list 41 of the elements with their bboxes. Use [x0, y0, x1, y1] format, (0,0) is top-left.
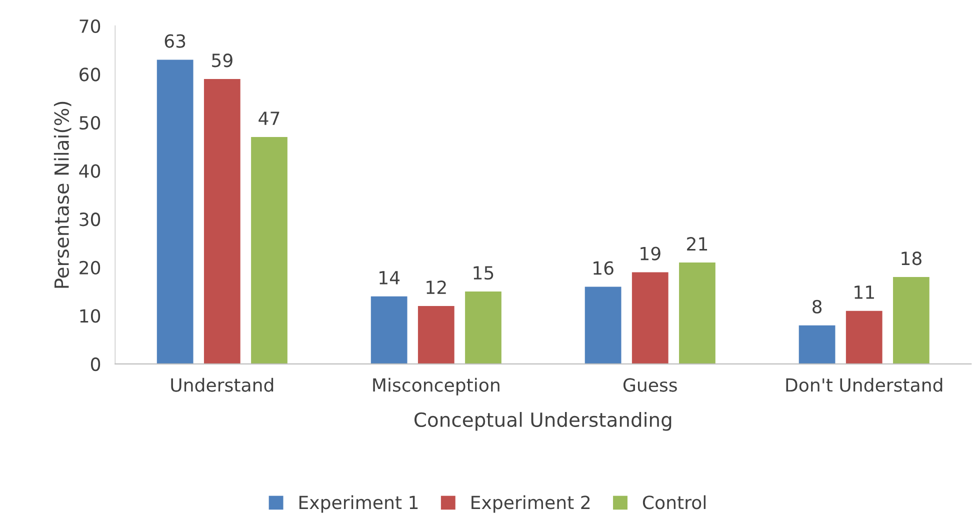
y-tick-label: 70 [80, 19, 100, 34]
bar [418, 306, 454, 364]
bar [632, 272, 668, 364]
data-label: 21 [687, 237, 708, 250]
bar [679, 262, 716, 364]
y-tick-label: 10 [80, 309, 100, 323]
bar [156, 60, 194, 364]
y-tick-label: 30 [80, 212, 100, 226]
data-label: 12 [426, 280, 446, 294]
bar [204, 79, 240, 364]
y-tick-label: 40 [79, 164, 100, 178]
data-label: 14 [380, 271, 400, 284]
y-tick-label: 50 [80, 116, 100, 130]
legend-label: Control [642, 495, 706, 510]
bar [251, 136, 288, 364]
bar [798, 325, 836, 364]
bar [584, 286, 622, 364]
legend-label: Experiment 2 [472, 495, 590, 513]
x-tick-label: Guess [623, 378, 677, 392]
data-label: 59 [212, 54, 232, 68]
y-axis-title: Persentase Nilai(%) [54, 102, 72, 288]
data-label: 47 [258, 112, 280, 125]
data-label: 11 [854, 286, 874, 299]
y-tick-label: 60 [80, 68, 100, 82]
data-label: 18 [902, 252, 922, 266]
x-tick-label: Misconception [373, 378, 500, 396]
data-label: 63 [164, 34, 186, 48]
x-tick-label: Understand [171, 378, 274, 392]
data-label: 15 [474, 266, 494, 280]
bar [465, 292, 502, 364]
bar [893, 277, 930, 364]
x-tick-label: Don't Understand [786, 378, 942, 392]
y-tick-label: 20 [80, 260, 100, 274]
bar [370, 296, 408, 364]
bar [846, 310, 882, 364]
x-axis-title: Conceptual Understanding [414, 412, 672, 431]
y-tick-label: 0 [90, 357, 100, 372]
data-label: 16 [594, 261, 614, 275]
data-label: 8 [812, 300, 822, 314]
data-label: 19 [640, 246, 660, 260]
legend-label: Experiment 1 [299, 495, 418, 513]
